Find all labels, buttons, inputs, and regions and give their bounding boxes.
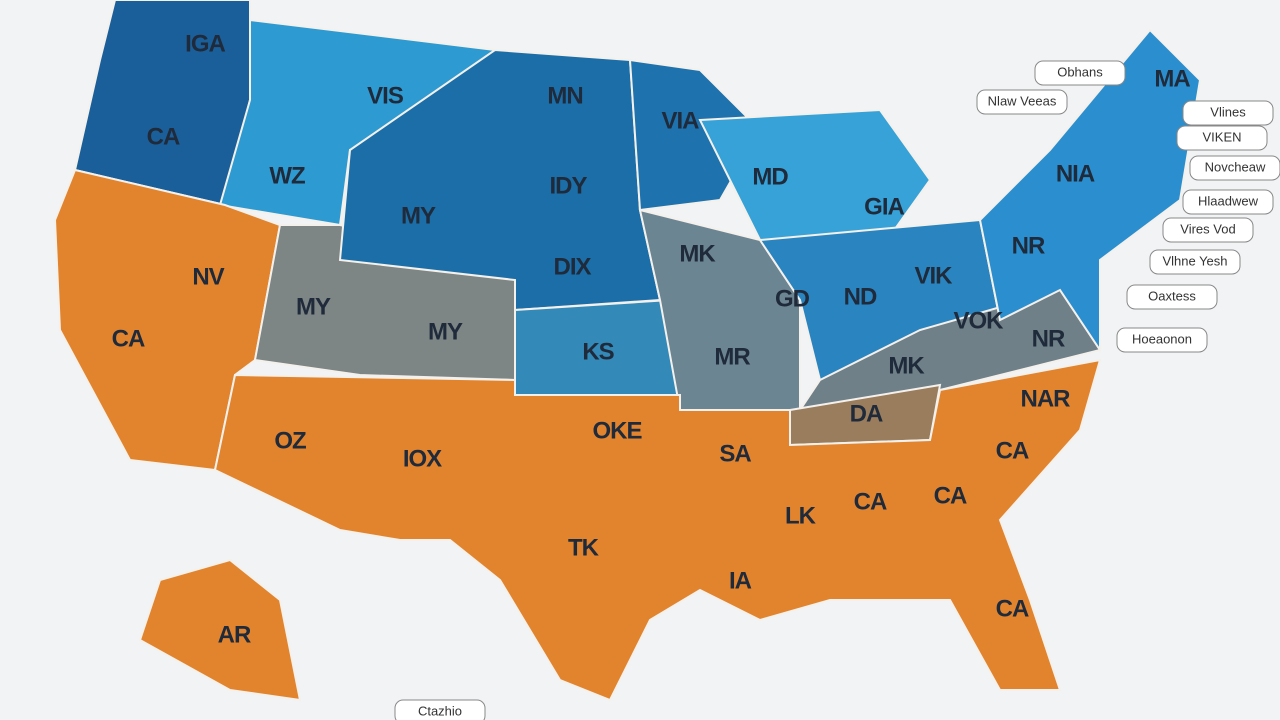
- state-label: CA: [996, 437, 1029, 464]
- state-label: MY: [401, 202, 436, 229]
- callout-label: Hlaadwew: [1198, 193, 1259, 208]
- state-label: KS: [582, 338, 614, 365]
- state-label: AR: [218, 621, 251, 648]
- state-label: DA: [850, 400, 883, 427]
- state-label: NV: [192, 263, 224, 290]
- state-label: IGA: [185, 30, 225, 57]
- state-label: NAR: [1021, 385, 1071, 412]
- state-label: MN: [547, 82, 582, 109]
- callout-box: [1182, 189, 1274, 215]
- state-label: VIA: [661, 107, 699, 134]
- callout-box: [976, 89, 1068, 115]
- callout-label: Novcheaw: [1205, 159, 1266, 174]
- callout-label: Oaxtess: [1148, 288, 1196, 303]
- callout-label: Vlines: [1210, 104, 1246, 119]
- state-label: TK: [568, 534, 600, 561]
- state-label: CA: [147, 123, 180, 150]
- callout-label: Nlaw Veeas: [988, 93, 1057, 108]
- callout-label: VIKEN: [1202, 129, 1241, 144]
- state-label: DIX: [553, 253, 591, 280]
- state-label: MD: [752, 163, 788, 190]
- state-label: IA: [729, 567, 752, 594]
- state-label: VIS: [367, 82, 404, 109]
- state-label: VOK: [953, 307, 1004, 334]
- state-label: CA: [996, 595, 1029, 622]
- state-label: CA: [112, 325, 145, 352]
- callout-label: Ctazhio: [418, 703, 462, 718]
- state-label: MY: [428, 318, 463, 345]
- state-label: IDY: [549, 172, 587, 199]
- region: [138, 558, 302, 702]
- state-label: NR: [1012, 232, 1045, 259]
- callout-label: Obhans: [1057, 64, 1103, 79]
- state-label: IOX: [403, 445, 442, 472]
- state-label: MK: [679, 240, 716, 267]
- callout-box: [1182, 100, 1274, 126]
- state-label: LK: [785, 502, 817, 529]
- state-label: NIA: [1056, 160, 1095, 187]
- state-label: ND: [844, 283, 877, 310]
- callout-box: [1176, 125, 1268, 151]
- state-label: WZ: [269, 162, 305, 189]
- region: [213, 358, 1102, 702]
- state-label: GD: [775, 285, 810, 312]
- state-label: MA: [1154, 65, 1190, 92]
- state-label: CA: [854, 488, 887, 515]
- state-label: NR: [1032, 325, 1065, 352]
- callout-box: [1034, 60, 1126, 86]
- state-label: SA: [719, 440, 751, 467]
- callout-label: Hoeaonon: [1132, 331, 1192, 346]
- callout-box: [1116, 327, 1208, 353]
- state-label: MY: [296, 293, 331, 320]
- state-label: GIA: [864, 193, 904, 220]
- state-label: OKE: [592, 417, 642, 444]
- callout-box: [1126, 284, 1218, 310]
- callout-box: [1149, 249, 1241, 275]
- state-label: CA: [934, 482, 967, 509]
- state-label: MR: [714, 343, 750, 370]
- region: [978, 28, 1202, 354]
- callout-label: Vires Vod: [1180, 221, 1235, 236]
- callout-label: Vlhne Yesh: [1162, 253, 1227, 268]
- regions: [53, 0, 1202, 702]
- callout-box: [1162, 217, 1254, 243]
- callout-box: [394, 699, 486, 720]
- state-label: MK: [888, 352, 925, 379]
- state-label: OZ: [274, 427, 306, 454]
- state-label: VIK: [914, 262, 953, 289]
- callout-box: [1189, 155, 1280, 181]
